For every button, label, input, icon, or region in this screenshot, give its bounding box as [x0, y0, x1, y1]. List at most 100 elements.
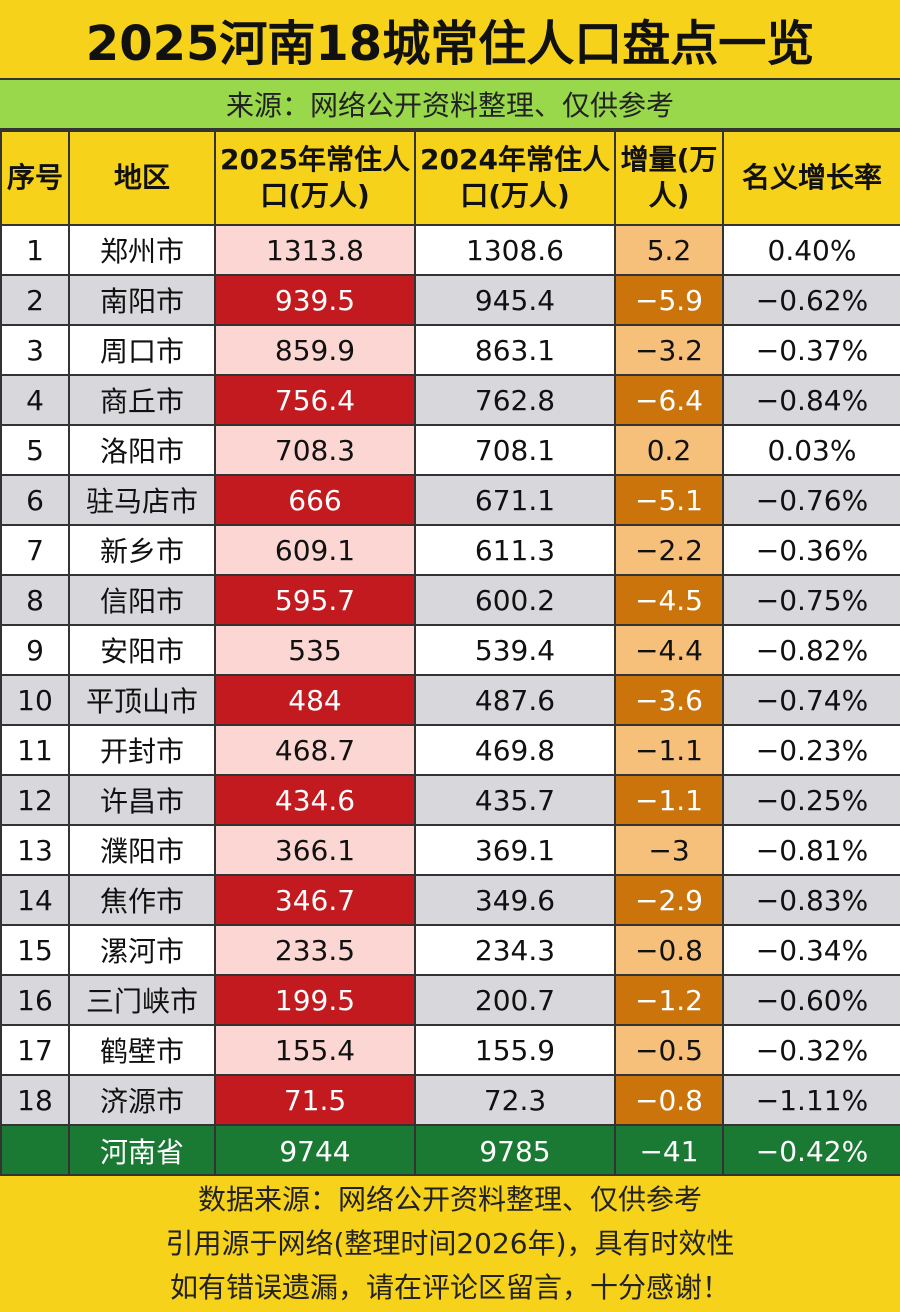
table-row: 14 焦作市 346.7 349.6 −2.9 −0.83% [0, 874, 900, 926]
cell-index-empty [0, 1124, 70, 1178]
cell-population-2024: 435.7 [414, 774, 616, 826]
cell-index: 9 [0, 624, 70, 676]
cell-index: 10 [0, 674, 70, 726]
cell-population-2025: 155.4 [214, 1024, 416, 1076]
cell-increment: −5.1 [614, 474, 724, 526]
cell-total-increment: −41 [614, 1124, 724, 1178]
header-growth-rate: 名义增长率 [722, 130, 900, 226]
cell-population-2025: 859.9 [214, 324, 416, 376]
cell-region: 漯河市 [68, 924, 216, 976]
cell-region: 周口市 [68, 324, 216, 376]
cell-increment: −4.5 [614, 574, 724, 626]
footer-notes: 数据来源：网络公开资料整理、仅供参考 引用源于网络(整理时间2026年)，具有时… [0, 1174, 900, 1312]
cell-index: 4 [0, 374, 70, 426]
cell-index: 5 [0, 424, 70, 476]
cell-population-2025: 756.4 [214, 374, 416, 426]
cell-population-2024: 708.1 [414, 424, 616, 476]
cell-growth-rate: −0.76% [722, 474, 900, 526]
table-row: 7 新乡市 609.1 611.3 −2.2 −0.36% [0, 524, 900, 576]
cell-index: 16 [0, 974, 70, 1026]
table-row: 10 平顶山市 484 487.6 −3.6 −0.74% [0, 674, 900, 726]
cell-increment: −0.5 [614, 1024, 724, 1076]
table-row: 8 信阳市 595.7 600.2 −4.5 −0.75% [0, 574, 900, 626]
cell-growth-rate: 0.40% [722, 224, 900, 276]
cell-population-2024: 369.1 [414, 824, 616, 876]
table-row: 6 驻马店市 666 671.1 −5.1 −0.76% [0, 474, 900, 526]
cell-index: 8 [0, 574, 70, 626]
cell-index: 1 [0, 224, 70, 276]
cell-region: 商丘市 [68, 374, 216, 426]
cell-region: 南阳市 [68, 274, 216, 326]
table-row: 16 三门峡市 199.5 200.7 −1.2 −0.60% [0, 974, 900, 1026]
cell-increment: −2.2 [614, 524, 724, 576]
table-header-row: 序号 地区 2025年常住人口(万人) 2024年常住人口(万人) 增量(万人)… [0, 130, 900, 226]
cell-population-2025: 346.7 [214, 874, 416, 926]
cell-index: 6 [0, 474, 70, 526]
header-increment: 增量(万人) [614, 130, 724, 226]
population-table: 序号 地区 2025年常住人口(万人) 2024年常住人口(万人) 增量(万人)… [0, 130, 900, 1178]
cell-population-2024: 155.9 [414, 1024, 616, 1076]
cell-region: 焦作市 [68, 874, 216, 926]
cell-region: 洛阳市 [68, 424, 216, 476]
cell-population-2024: 72.3 [414, 1074, 616, 1126]
cell-increment: −2.9 [614, 874, 724, 926]
cell-growth-rate: −0.25% [722, 774, 900, 826]
cell-region: 安阳市 [68, 624, 216, 676]
table-row: 9 安阳市 535 539.4 −4.4 −0.82% [0, 624, 900, 676]
cell-population-2024: 469.8 [414, 724, 616, 776]
footer-line-feedback: 如有错误遗漏，请在评论区留言，十分感谢！ [169, 1271, 730, 1304]
cell-increment: −4.4 [614, 624, 724, 676]
header-region: 地区 [68, 130, 216, 226]
cell-growth-rate: −0.60% [722, 974, 900, 1026]
cell-population-2024: 611.3 [414, 524, 616, 576]
cell-increment: −1.1 [614, 724, 724, 776]
table-row: 2 南阳市 939.5 945.4 −5.9 −0.62% [0, 274, 900, 326]
cell-population-2025: 708.3 [214, 424, 416, 476]
footer-line-source: 数据来源：网络公开资料整理、仅供参考 [197, 1183, 702, 1216]
cell-region: 濮阳市 [68, 824, 216, 876]
cell-region: 许昌市 [68, 774, 216, 826]
cell-increment: −5.9 [614, 274, 724, 326]
cell-index: 12 [0, 774, 70, 826]
cell-increment: −0.8 [614, 924, 724, 976]
cell-population-2024: 200.7 [414, 974, 616, 1026]
cell-population-2024: 671.1 [414, 474, 616, 526]
cell-growth-rate: −0.32% [722, 1024, 900, 1076]
cell-population-2025: 468.7 [214, 724, 416, 776]
cell-increment: −1.1 [614, 774, 724, 826]
table-row: 12 许昌市 434.6 435.7 −1.1 −0.25% [0, 774, 900, 826]
cell-total-growth-rate: −0.42% [722, 1124, 900, 1178]
table-row: 13 濮阳市 366.1 369.1 −3 −0.81% [0, 824, 900, 876]
cell-index: 7 [0, 524, 70, 576]
cell-growth-rate: −0.37% [722, 324, 900, 376]
header-index: 序号 [0, 130, 70, 226]
cell-index: 13 [0, 824, 70, 876]
table-row: 1 郑州市 1313.8 1308.6 5.2 0.40% [0, 224, 900, 276]
cell-growth-rate: −0.84% [722, 374, 900, 426]
cell-growth-rate: −0.82% [722, 624, 900, 676]
cell-population-2025: 1313.8 [214, 224, 416, 276]
cell-population-2024: 539.4 [414, 624, 616, 676]
cell-growth-rate: −0.81% [722, 824, 900, 876]
total-row: 河南省 9744 9785 −41 −0.42% [0, 1124, 900, 1178]
cell-population-2025: 609.1 [214, 524, 416, 576]
cell-index: 15 [0, 924, 70, 976]
cell-region: 郑州市 [68, 224, 216, 276]
header-population-2025: 2025年常住人口(万人) [214, 130, 416, 226]
cell-increment: 5.2 [614, 224, 724, 276]
cell-population-2025: 535 [214, 624, 416, 676]
cell-index: 17 [0, 1024, 70, 1076]
table-row: 18 济源市 71.5 72.3 −0.8 −1.11% [0, 1074, 900, 1126]
page-subtitle: 来源：网络公开资料整理、仅供参考 [0, 80, 900, 130]
cell-region: 平顶山市 [68, 674, 216, 726]
cell-region: 三门峡市 [68, 974, 216, 1026]
cell-population-2024: 863.1 [414, 324, 616, 376]
cell-region: 济源市 [68, 1074, 216, 1126]
cell-population-2025: 666 [214, 474, 416, 526]
cell-population-2025: 366.1 [214, 824, 416, 876]
cell-growth-rate: −0.83% [722, 874, 900, 926]
cell-index: 18 [0, 1074, 70, 1126]
cell-population-2024: 945.4 [414, 274, 616, 326]
cell-population-2024: 762.8 [414, 374, 616, 426]
cell-region: 新乡市 [68, 524, 216, 576]
